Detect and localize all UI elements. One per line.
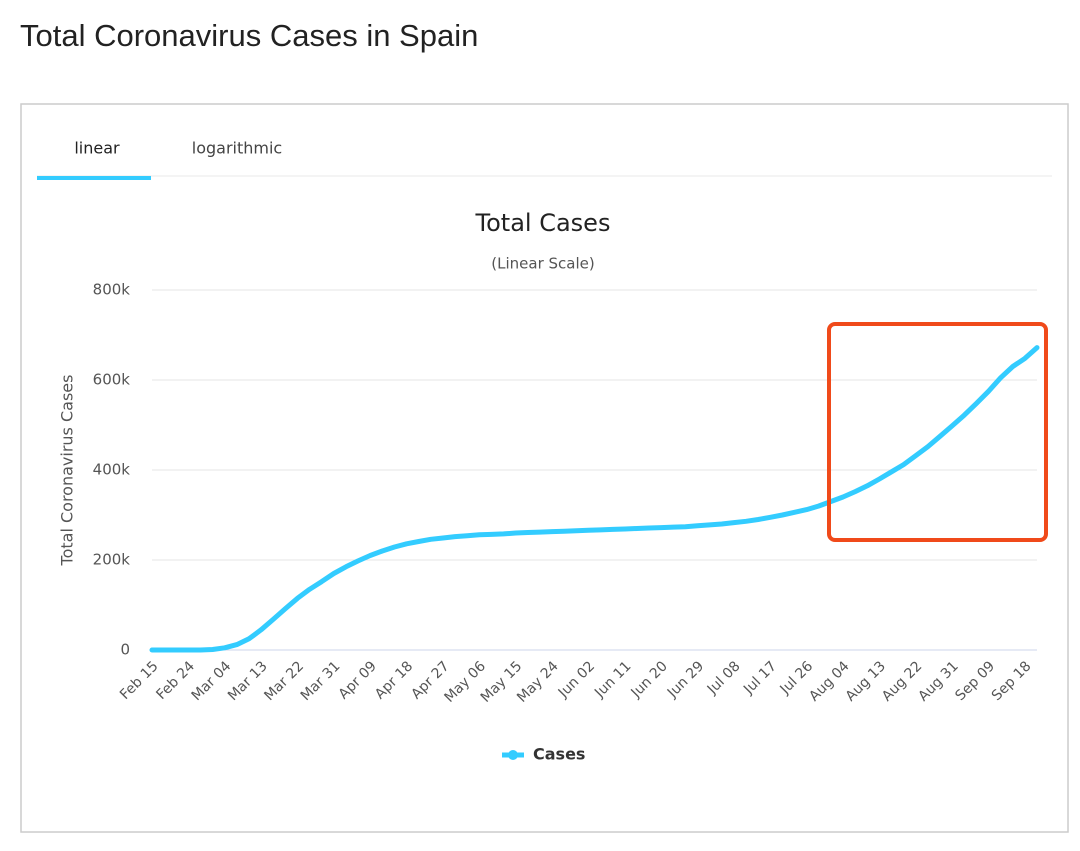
legend[interactable]: Cases [502, 745, 585, 764]
chart-container [20, 103, 1069, 833]
x-tick-label: Mar 13 [225, 658, 271, 704]
x-tick-label: Jun 11 [591, 658, 634, 701]
y-axis-label: Total Coronavirus Cases [58, 375, 77, 567]
x-tick-label: Jun 29 [664, 658, 707, 701]
x-tick-label: Sep 18 [989, 658, 1035, 704]
chart-subtitle: (Linear Scale) [491, 255, 594, 273]
chart-title: Total Cases [475, 209, 611, 237]
y-tick-label: 0 [120, 641, 130, 659]
y-tick-label: 400k [93, 461, 131, 479]
tab[interactable]: logarithmic [192, 139, 282, 158]
y-tick-label: 600k [93, 371, 131, 389]
x-tick-label: Jun 20 [628, 658, 671, 701]
y-tick-label: 200k [93, 551, 131, 569]
legend-marker [508, 750, 518, 760]
legend-label: Cases [533, 745, 585, 764]
x-tick-label: Mar 22 [261, 658, 307, 704]
x-tick-label: Mar 04 [189, 658, 235, 704]
x-tick-label: Feb 15 [117, 658, 162, 703]
x-tick-label: Sep 09 [952, 658, 998, 704]
tab-indicator [37, 176, 151, 180]
x-tick-label: Apr 09 [336, 658, 380, 702]
highlight-box [827, 322, 1048, 542]
x-tick-label: May 24 [514, 658, 562, 706]
x-tick-label: Apr 18 [372, 658, 416, 702]
x-tick-label: Jul 17 [740, 658, 780, 698]
x-tick-label: Aug 31 [915, 658, 961, 704]
tab[interactable]: linear [74, 139, 120, 158]
data-line [149, 345, 1040, 653]
x-tick-label: Jul 08 [704, 658, 744, 698]
y-tick-label: 800k [93, 281, 131, 299]
page-title: Total Coronavirus Cases in Spain [20, 18, 478, 53]
x-tick-label: Jun 02 [555, 658, 598, 701]
x-tick-label: Mar 31 [298, 658, 344, 704]
